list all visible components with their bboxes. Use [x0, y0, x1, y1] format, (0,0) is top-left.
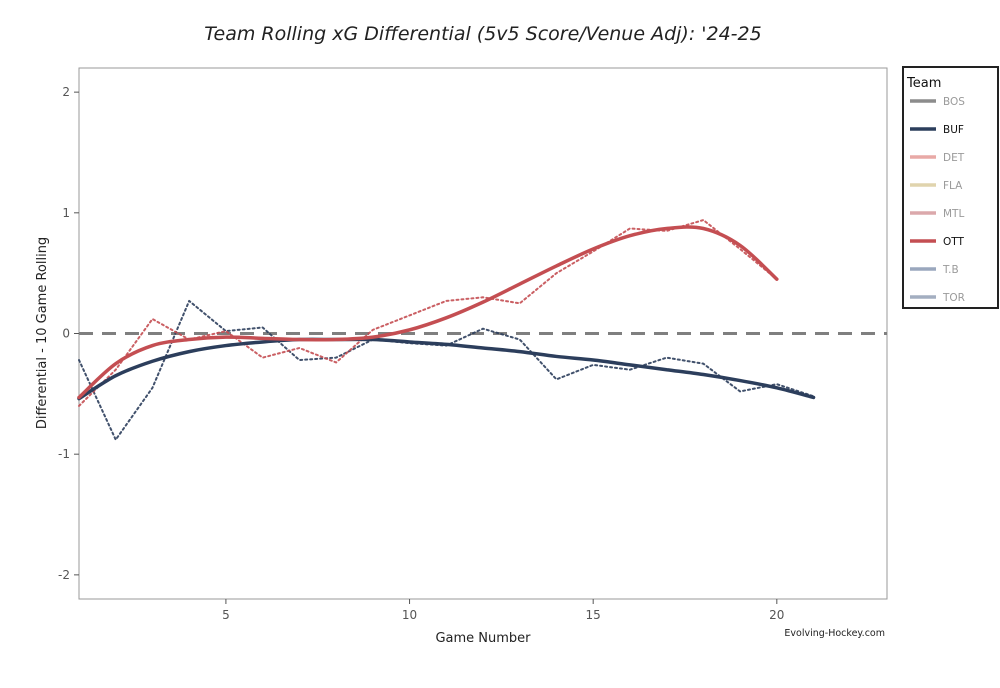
y-tick-label: 1 — [62, 206, 70, 220]
credit-text: Evolving-Hockey.com — [784, 628, 885, 639]
legend-label-ott[interactable]: OTT — [943, 236, 964, 248]
y-tick-label: -2 — [58, 568, 70, 582]
x-axis-ticks: 5 10 15 20 — [222, 599, 784, 622]
y-axis-label: Differential - 10 Game Rolling — [35, 237, 50, 429]
chart-title: Team Rolling xG Differential (5v5 Score/… — [204, 23, 761, 45]
legend-label-mtl[interactable]: MTL — [943, 208, 964, 220]
legend-label-tor[interactable]: TOR — [942, 292, 965, 304]
legend-label-bos[interactable]: BOS — [943, 96, 965, 108]
legend-items: BOS BUF DET FLA MTL OTT T.B TOR — [910, 96, 965, 304]
legend-label-buf[interactable]: BUF — [943, 124, 964, 136]
series-layer — [77, 219, 816, 441]
legend-label-det[interactable]: DET — [943, 152, 965, 164]
x-axis-label: Game Number — [435, 631, 531, 646]
y-axis-ticks: 2 1 0 -1 -2 — [58, 85, 79, 582]
y-tick-label: 0 — [62, 327, 70, 341]
y-tick-label: 2 — [62, 85, 70, 99]
legend: Team BOS BUF DET FLA MTL OTT T.B TOR — [902, 66, 999, 309]
y-tick-label: -1 — [58, 447, 70, 461]
x-tick-label: 15 — [586, 608, 601, 622]
legend-label-tb[interactable]: T.B — [942, 264, 959, 276]
x-tick-label: 20 — [769, 608, 784, 622]
series-ott-smoothed — [77, 225, 779, 400]
x-tick-label: 5 — [222, 608, 230, 622]
legend-label-fla[interactable]: FLA — [943, 180, 963, 192]
series-buf-smoothed — [77, 337, 816, 401]
legend-title: Team — [906, 76, 941, 91]
x-tick-label: 10 — [402, 608, 417, 622]
